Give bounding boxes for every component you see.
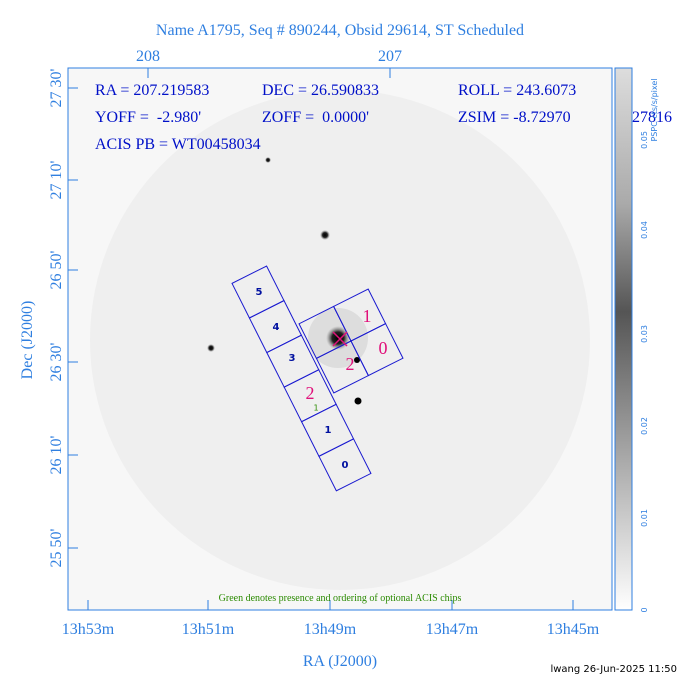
optional-chip: 1: [313, 404, 318, 413]
left-tick: 27 10': [48, 160, 65, 199]
left-tick: 26 50': [48, 250, 65, 289]
top-tick: 208: [136, 48, 160, 65]
left-tick: 25 50': [48, 528, 65, 567]
info-dec: DEC = 26.590833: [262, 82, 379, 99]
bottom-tick: 13h53m: [62, 621, 115, 638]
acis-s: [231, 265, 372, 492]
source: [207, 344, 215, 352]
note: Green denotes presence and ordering of o…: [219, 593, 462, 604]
colorbar-label: PSPC cts/s/pixel: [650, 78, 659, 141]
chip-label: 3: [289, 353, 296, 364]
frame: [67, 67, 613, 611]
info-zsim-overflow: 27816: [632, 109, 672, 126]
colorbar-tick: 0: [640, 607, 649, 612]
info-zoff: ZOFF = 0.0000': [262, 109, 369, 126]
colorbar-tick: 0.05: [640, 131, 649, 149]
chip-label: 1: [363, 306, 372, 326]
chip-label: 2: [306, 383, 315, 403]
chip-label: 1: [325, 425, 332, 436]
bottom-tick: 13h45m: [547, 621, 600, 638]
bottom-tick: 13h51m: [182, 621, 235, 638]
colorbar-tick: 0.01: [640, 509, 649, 527]
chip-label: 0: [342, 460, 349, 471]
y-axis-title: Dec (J2000): [19, 301, 36, 380]
source: [354, 397, 362, 405]
acis-i: [298, 288, 404, 394]
info-pb: ACIS PB = WT00458034: [95, 136, 261, 153]
info-ra: RA = 207.219583: [95, 82, 209, 99]
bottom-tick: 13h47m: [426, 621, 479, 638]
ticks: [68, 68, 574, 610]
left-tick: 27 30': [48, 68, 65, 107]
aimpoint: [332, 331, 348, 347]
top-tick: 207: [378, 48, 402, 65]
bottom-tick: 13h49m: [304, 621, 357, 638]
footer: lwang 26-Jun-2025 11:50: [550, 664, 677, 675]
title: Name A1795, Seq # 890244, Obsid 29614, S…: [156, 22, 524, 39]
info-roll: ROLL = 243.6073: [458, 82, 576, 99]
chip-label: 2: [346, 354, 355, 374]
chip-label: 0: [379, 338, 388, 358]
info-yoff: YOFF = -2.980': [95, 109, 201, 126]
colorbar-tick: 0.04: [640, 221, 649, 239]
colorbar-tick: 0.03: [640, 325, 649, 343]
left-tick: 26 10': [48, 435, 65, 474]
source: [354, 357, 360, 363]
colorbar-tick: 0.02: [640, 417, 649, 435]
chip-label: 5: [256, 287, 263, 298]
chip-label: 4: [273, 322, 280, 333]
source: [320, 230, 330, 240]
x-axis-title: RA (J2000): [303, 653, 377, 670]
left-tick: 26 30': [48, 342, 65, 381]
colorbar: [614, 67, 633, 611]
info-zsim: ZSIM = -8.72970: [458, 109, 571, 126]
source: [265, 157, 271, 163]
